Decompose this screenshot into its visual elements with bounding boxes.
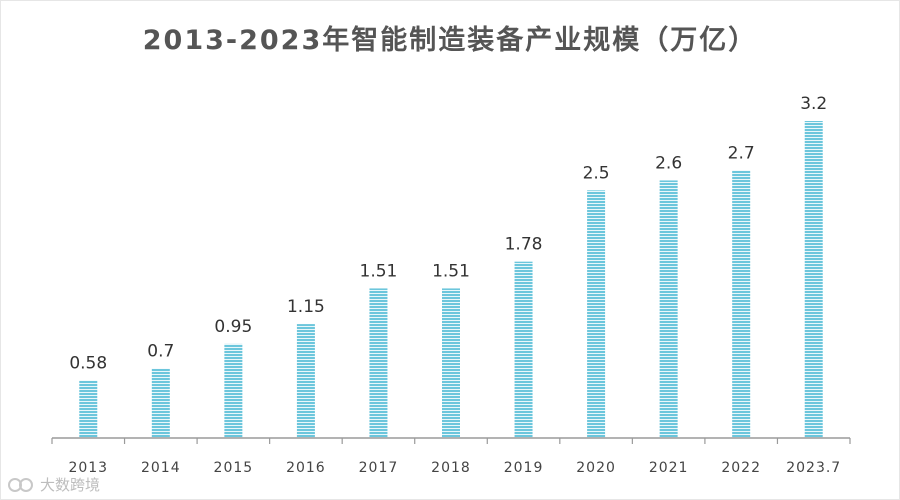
watermark-text: 大数跨境 (40, 476, 101, 494)
x-tick-label-2013: 2013 (68, 460, 108, 476)
value-label-2015: 0.95 (214, 317, 252, 337)
bar-2020 (587, 190, 606, 438)
bar-2014 (151, 368, 170, 438)
x-axis (51, 437, 851, 444)
value-label-2014: 0.7 (147, 342, 174, 362)
bar-2017 (369, 288, 388, 438)
bar-2018 (442, 288, 460, 438)
x-tick-labels: 2013 2014 2015 2016 2017 2018 2019 2020 2021 2022… (68, 460, 841, 476)
x-tick-label-2015: 2015 (214, 460, 254, 476)
bars-group (79, 121, 823, 438)
bar-2016 (296, 324, 315, 438)
bar-2022 (732, 170, 751, 438)
x-tick-label-2018: 2018 (431, 460, 471, 476)
x-tick-label-2016: 2016 (286, 460, 326, 476)
value-label-2023.7: 3.2 (800, 94, 827, 114)
x-tick-label-2020: 2020 (576, 460, 616, 476)
value-label-2017: 1.51 (360, 261, 398, 281)
bar-2015 (224, 343, 243, 438)
x-tick-label-2019: 2019 (504, 460, 544, 476)
x-tick-label-2022: 2022 (721, 460, 761, 476)
watermark-logo-icon (8, 477, 33, 492)
bar-2019 (514, 261, 533, 438)
x-tick-label-2014: 2014 (141, 460, 181, 476)
bar-2023.7 (804, 121, 823, 438)
value-label-2019: 1.78 (505, 235, 543, 255)
value-label-2016: 1.15 (287, 297, 325, 317)
x-tick-label-2023.7: 2023.7 (786, 460, 841, 476)
x-tick-label-2021: 2021 (649, 460, 689, 476)
value-label-2020: 2.5 (583, 163, 610, 183)
value-label-2018: 1.51 (432, 261, 470, 281)
value-label-2021: 2.6 (655, 153, 682, 173)
bar-2013 (79, 380, 98, 438)
x-tick-label-2017: 2017 (359, 460, 399, 476)
bar-2021 (659, 180, 678, 438)
watermark: 大数跨境 (6, 474, 100, 495)
value-label-2022: 2.7 (728, 144, 755, 164)
value-labels: 0.58 0.7 0.95 1.15 1.51 1.51 1.78 2.5 2.6 2.7 3.2 (69, 94, 827, 374)
value-label-2013: 0.58 (69, 354, 107, 374)
chart-title: 2013-2023年智能制造装备产业规模（万亿） (142, 25, 758, 56)
